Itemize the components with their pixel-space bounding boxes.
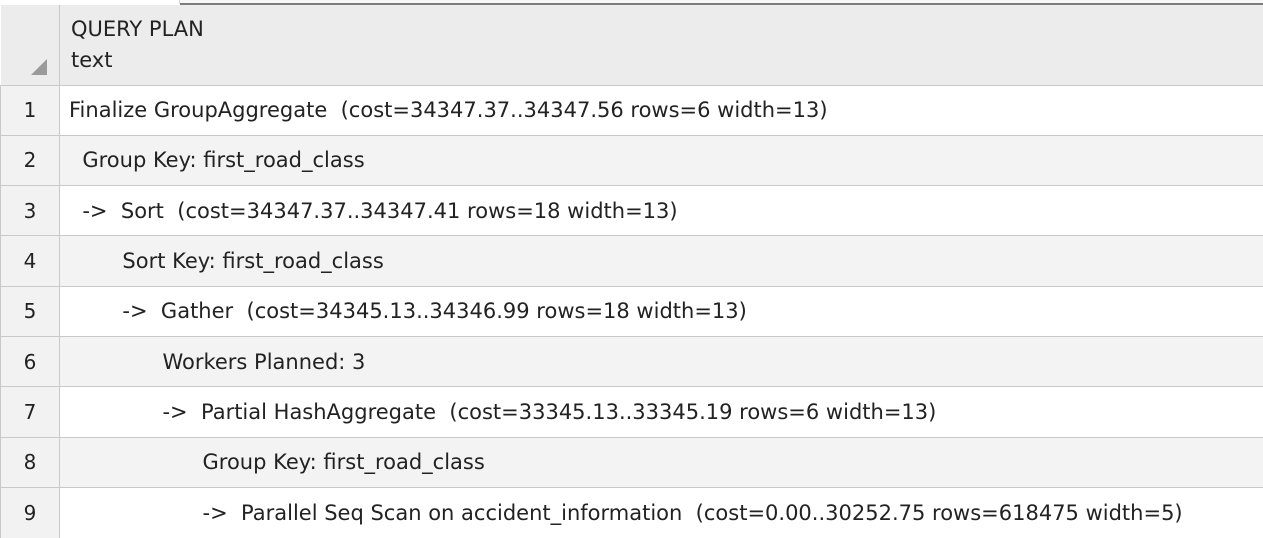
row-number[interactable]: 1 xyxy=(0,84,60,136)
query-results-grid: QUERY PLAN text 1 Finalize GroupAggregat… xyxy=(0,5,1263,538)
row-number[interactable]: 4 xyxy=(0,235,60,287)
table-row[interactable]: 2 Group Key: first_road_class xyxy=(0,134,1263,187)
row-number[interactable]: 8 xyxy=(0,436,60,489)
grid-header-row: QUERY PLAN text xyxy=(0,5,1263,86)
column-type: text xyxy=(71,47,113,72)
row-number[interactable]: 7 xyxy=(0,386,60,438)
query-plan-cell[interactable]: Finalize GroupAggregate (cost=34347.37..… xyxy=(59,84,1263,136)
row-number[interactable]: 6 xyxy=(0,336,60,388)
row-number[interactable]: 9 xyxy=(0,487,60,538)
tab-strip-divider xyxy=(180,3,1263,5)
results-tab[interactable] xyxy=(0,0,180,4)
column-name: QUERY PLAN xyxy=(71,16,204,41)
table-row[interactable]: 7 -> Partial HashAggregate (cost=33345.1… xyxy=(0,386,1263,438)
table-row[interactable]: 3 -> Sort (cost=34347.37..34347.41 rows=… xyxy=(0,185,1263,237)
query-plan-cell[interactable]: -> Partial HashAggregate (cost=33345.13.… xyxy=(59,386,1263,438)
table-row[interactable]: 1 Finalize GroupAggregate (cost=34347.37… xyxy=(0,84,1263,136)
results-tab-strip xyxy=(0,0,1263,5)
table-row[interactable]: 5 -> Gather (cost=34345.13..34346.99 row… xyxy=(0,285,1263,338)
table-row[interactable]: 6 Workers Planned: 3 xyxy=(0,336,1263,388)
query-plan-cell[interactable]: Group Key: first_road_class xyxy=(59,134,1263,187)
table-row[interactable]: 4 Sort Key: first_road_class xyxy=(0,235,1263,287)
table-row[interactable]: 9 -> Parallel Seq Scan on accident_infor… xyxy=(0,487,1263,538)
query-plan-cell[interactable]: Group Key: first_road_class xyxy=(59,436,1263,489)
column-header-query-plan[interactable]: QUERY PLAN text xyxy=(59,5,1263,86)
query-plan-cell[interactable]: -> Sort (cost=34347.37..34347.41 rows=18… xyxy=(59,185,1263,237)
row-number[interactable]: 5 xyxy=(0,285,60,338)
select-all-triangle-icon xyxy=(31,58,47,75)
select-all-corner[interactable] xyxy=(0,5,60,86)
row-number[interactable]: 2 xyxy=(0,134,60,187)
query-plan-cell[interactable]: Sort Key: first_road_class xyxy=(59,235,1263,287)
query-plan-cell[interactable]: Workers Planned: 3 xyxy=(59,336,1263,388)
query-plan-cell[interactable]: -> Parallel Seq Scan on accident_informa… xyxy=(59,487,1263,538)
row-number[interactable]: 3 xyxy=(0,185,60,237)
table-row[interactable]: 8 Group Key: first_road_class xyxy=(0,436,1263,489)
query-plan-cell[interactable]: -> Gather (cost=34345.13..34346.99 rows=… xyxy=(59,285,1263,338)
